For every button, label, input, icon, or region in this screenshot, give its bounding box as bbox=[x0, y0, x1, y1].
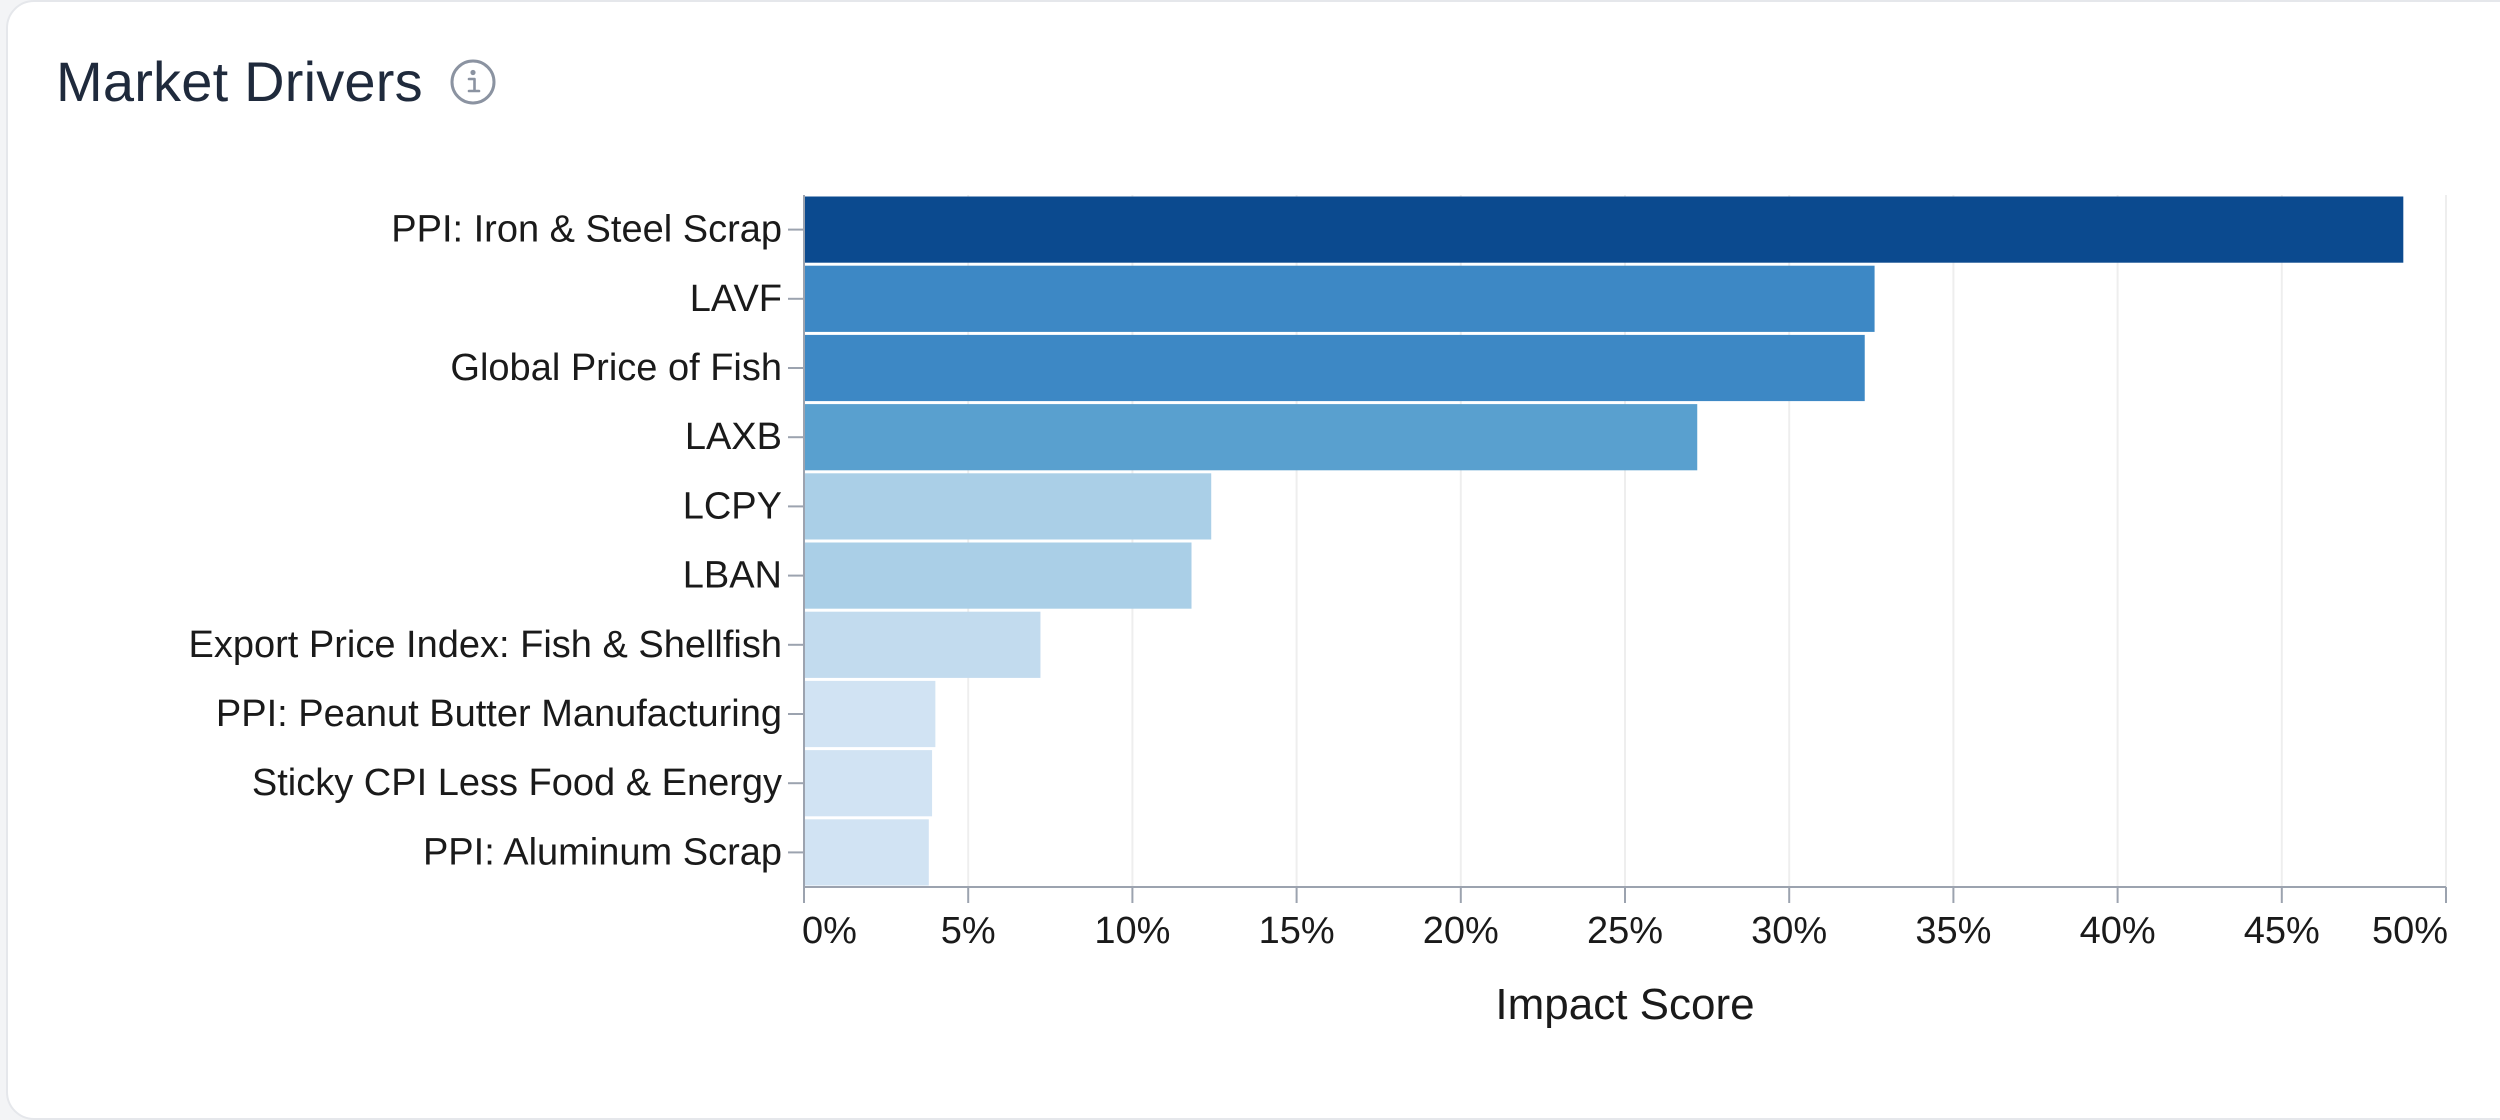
category-label: LCPY bbox=[683, 485, 782, 527]
category-label: LAXB bbox=[685, 416, 782, 458]
x-tick-label: 0% bbox=[802, 910, 857, 952]
bar[interactable] bbox=[805, 750, 933, 817]
category-label: Export Price Index: Fish & Shellfish bbox=[189, 624, 782, 666]
category-label: PPI: Aluminum Scrap bbox=[423, 831, 782, 873]
x-tick-label: 30% bbox=[1751, 910, 1827, 952]
bar-chart-svg: PPI: Iron & Steel Scrap LAVF Global Price … bbox=[189, 195, 2448, 1029]
card-title: Market Drivers bbox=[56, 50, 423, 113]
market-drivers-chart: PPI: Iron & Steel Scrap LAVF Global Price … bbox=[189, 195, 2448, 1029]
info-icon[interactable] bbox=[449, 58, 497, 106]
bar[interactable] bbox=[805, 473, 1212, 540]
card-header: Market Drivers bbox=[56, 54, 497, 110]
bars-layer bbox=[805, 196, 2404, 886]
bar[interactable] bbox=[805, 611, 1041, 678]
x-tick-label: 35% bbox=[1915, 910, 1991, 952]
axis-layer bbox=[788, 195, 2447, 903]
bar[interactable] bbox=[805, 680, 936, 748]
x-tick-label: 20% bbox=[1423, 910, 1499, 952]
x-tick-label: 40% bbox=[2080, 910, 2156, 952]
market-drivers-card bbox=[6, 0, 2500, 1120]
x-tick-label: 5% bbox=[941, 910, 996, 952]
bar[interactable] bbox=[805, 334, 1865, 402]
category-label: LBAN bbox=[683, 555, 782, 597]
labels-layer: PPI: Iron & Steel Scrap LAVF Global Price … bbox=[189, 209, 2448, 1029]
bar[interactable] bbox=[805, 819, 929, 886]
category-label: LAVF bbox=[690, 278, 782, 320]
x-tick-label: 50% bbox=[2372, 910, 2448, 952]
category-label: PPI: Iron & Steel Scrap bbox=[391, 209, 782, 251]
x-tick-label: 10% bbox=[1094, 910, 1170, 952]
bar[interactable] bbox=[805, 404, 1698, 471]
x-axis-title: Impact Score bbox=[1495, 980, 1754, 1029]
x-tick-label: 15% bbox=[1259, 910, 1335, 952]
category-label: Sticky CPI Less Food & Energy bbox=[252, 762, 782, 804]
x-tick-label: 45% bbox=[2244, 910, 2320, 952]
category-label: Global Price of Fish bbox=[450, 347, 782, 389]
x-tick-label: 25% bbox=[1587, 910, 1663, 952]
bar[interactable] bbox=[805, 196, 2404, 263]
category-label: PPI: Peanut Butter Manufacturing bbox=[216, 693, 782, 735]
bar[interactable] bbox=[805, 542, 1192, 609]
bar[interactable] bbox=[805, 265, 1875, 332]
